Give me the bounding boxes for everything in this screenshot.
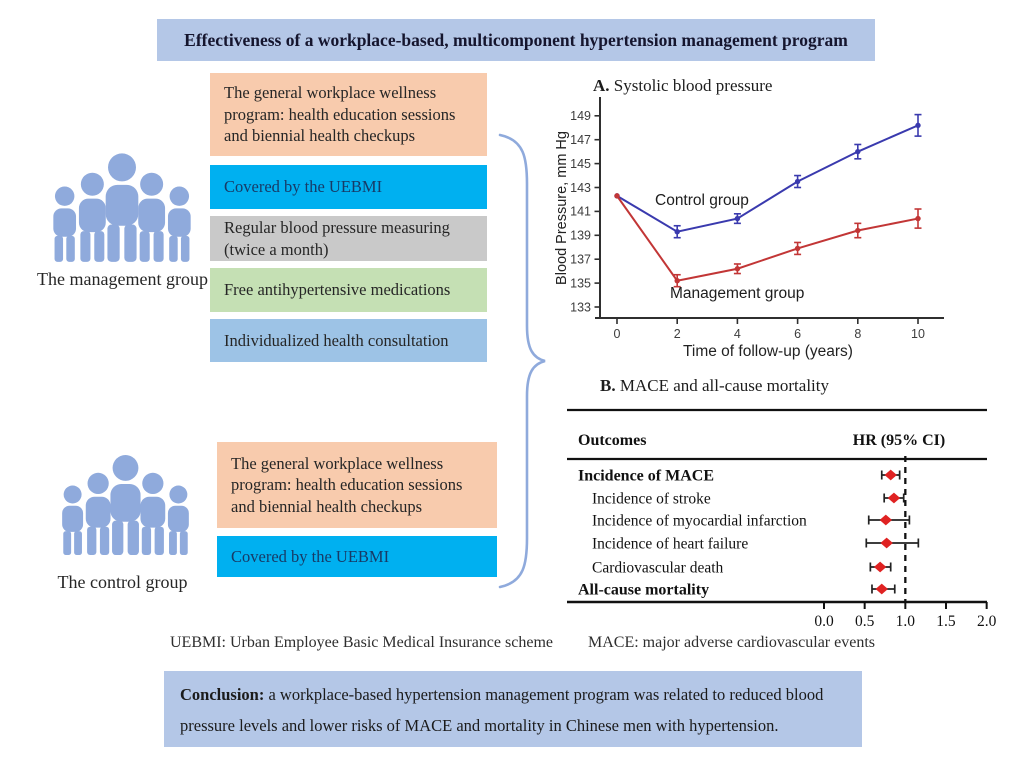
control-group-label: The control group: [57, 572, 188, 592]
data-point: [734, 215, 741, 222]
x-tick-label: 2.0: [977, 613, 997, 630]
uebmi-footnote: UEBMI: Urban Employee Basic Medical Insu…: [170, 634, 553, 651]
panel-a-title: A. Systolic blood pressure: [593, 76, 772, 96]
outcome-label: Incidence of heart failure: [592, 536, 748, 553]
y-axis-label: Blood Pressure, mm Hg: [554, 131, 570, 285]
person-icon: [110, 455, 141, 556]
x-tick-label: 6: [794, 327, 801, 341]
title-text: Effectiveness of a workplace-based, mult…: [184, 29, 848, 50]
panel-b-title: B. MACE and all-cause mortality: [600, 376, 829, 396]
people-group-icon: [53, 153, 191, 262]
x-tick-label: 0.0: [814, 613, 834, 630]
conclusion-box: Conclusion: a workplace-based hypertensi…: [164, 671, 862, 747]
intervention-box-text: Individualized health consultation: [224, 330, 449, 350]
person-icon: [167, 485, 189, 556]
intervention-box: Regular blood pressure measuring (twice …: [210, 216, 487, 261]
data-point: [915, 215, 921, 222]
hr-point: [887, 492, 901, 504]
intervention-box-text: Covered by the UEBMI: [231, 546, 390, 566]
series-line-management-group: [616, 195, 919, 282]
person-icon: [62, 485, 84, 556]
management-group-label: The management group: [37, 269, 208, 289]
y-tick-label: 145: [570, 157, 591, 171]
person-icon: [85, 472, 111, 556]
data-point: [674, 278, 680, 284]
intervention-box-text: Free antihypertensive medications: [224, 280, 451, 300]
x-tick-label: 8: [854, 327, 861, 341]
hr-point: [884, 469, 897, 481]
x-axis-label: Time of follow-up (years): [683, 343, 853, 360]
data-point: [855, 227, 861, 234]
data-point: [794, 178, 801, 185]
y-tick-label: 141: [570, 205, 591, 219]
management-intervention-boxes: The general workplace wellness program: …: [210, 73, 487, 362]
y-tick-label: 143: [570, 181, 591, 195]
data-point: [915, 122, 921, 129]
data-point: [734, 266, 741, 272]
control-intervention-boxes: The general workplace wellness program: …: [217, 442, 497, 577]
people-group-icon: [62, 455, 189, 556]
y-tick-label: 147: [570, 133, 591, 147]
mace-forest-plot: Outcomes HR (95% CI) Incidence of MACE Inci…: [567, 408, 997, 630]
x-tick-label: 0: [614, 327, 621, 341]
data-point: [855, 148, 861, 155]
data-point: [794, 245, 801, 252]
outcome-label: Incidence of stroke: [592, 491, 711, 508]
hr-point: [875, 583, 888, 595]
mace-footnote: MACE: major adverse cardiovascular event…: [588, 634, 876, 651]
x-tick-label: 4: [734, 327, 741, 341]
person-icon: [167, 186, 191, 262]
hr-point: [880, 537, 893, 549]
person-icon: [105, 153, 139, 262]
data-point: [674, 229, 680, 235]
x-tick-label: 0.5: [855, 613, 875, 630]
column-header-outcomes: Outcomes: [578, 432, 646, 449]
conclusion-label: Conclusion:: [180, 685, 265, 704]
series-annotation: Management group: [670, 285, 804, 302]
y-tick-label: 133: [570, 300, 591, 314]
x-tick-label: 10: [911, 327, 925, 341]
person-icon: [138, 172, 166, 262]
y-tick-label: 139: [570, 229, 591, 243]
person-icon: [78, 172, 106, 262]
x-tick-label: 1.0: [896, 613, 916, 630]
panel-a-title-text: Systolic blood pressure: [613, 76, 773, 95]
intervention-box: Covered by the UEBMI: [217, 536, 497, 577]
curly-brace-path: [498, 133, 546, 589]
y-tick-label: 137: [570, 253, 591, 267]
intervention-box-text: Covered by the UEBMI: [224, 177, 383, 197]
intervention-box: Covered by the UEBMI: [210, 165, 487, 209]
column-header-hr: HR (95% CI): [853, 432, 945, 449]
outcome-label: Cardiovascular death: [592, 560, 724, 577]
panel-a-letter: A.: [593, 76, 610, 95]
y-tick-label: 149: [570, 109, 591, 123]
intervention-box: The general workplace wellness program: …: [217, 442, 497, 528]
person-icon: [53, 186, 77, 262]
intervention-box: The general workplace wellness program: …: [210, 73, 487, 156]
outcome-label: All-cause mortality: [578, 582, 709, 599]
conclusion-text: a workplace-based hypertension managemen…: [180, 685, 824, 735]
person-icon: [140, 472, 166, 556]
panel-b-title-text: MACE and all-cause mortality: [619, 376, 829, 395]
intervention-box-text: The general workplace wellness program: …: [224, 83, 456, 146]
outcome-label: Incidence of MACE: [578, 468, 714, 485]
hr-point: [873, 561, 887, 573]
x-tick-label: 2: [674, 327, 681, 341]
y-tick-label: 135: [570, 276, 591, 290]
title-banner: Effectiveness of a workplace-based, mult…: [157, 19, 875, 61]
panel-b-letter: B.: [600, 376, 616, 395]
intervention-box: Free antihypertensive medications: [210, 268, 487, 312]
outcome-label: Incidence of myocardial infarction: [592, 513, 807, 530]
data-point: [614, 193, 620, 199]
systolic-bp-line-chart: 133 135 137 139 141 143 145 147 149 0 2 4 6 8 10 Contro…: [554, 97, 944, 360]
series-line-control-group: [616, 124, 919, 233]
intervention-box-text: The general workplace wellness program: …: [231, 453, 463, 516]
intervention-box: Individualized health consultation: [210, 319, 487, 362]
series-annotation: Control group: [655, 192, 749, 209]
hr-point: [879, 514, 893, 526]
x-tick-label: 1.5: [936, 613, 956, 630]
curly-brace-icon: [498, 133, 546, 589]
intervention-box-text: Regular blood pressure measuring (twice …: [224, 218, 450, 259]
